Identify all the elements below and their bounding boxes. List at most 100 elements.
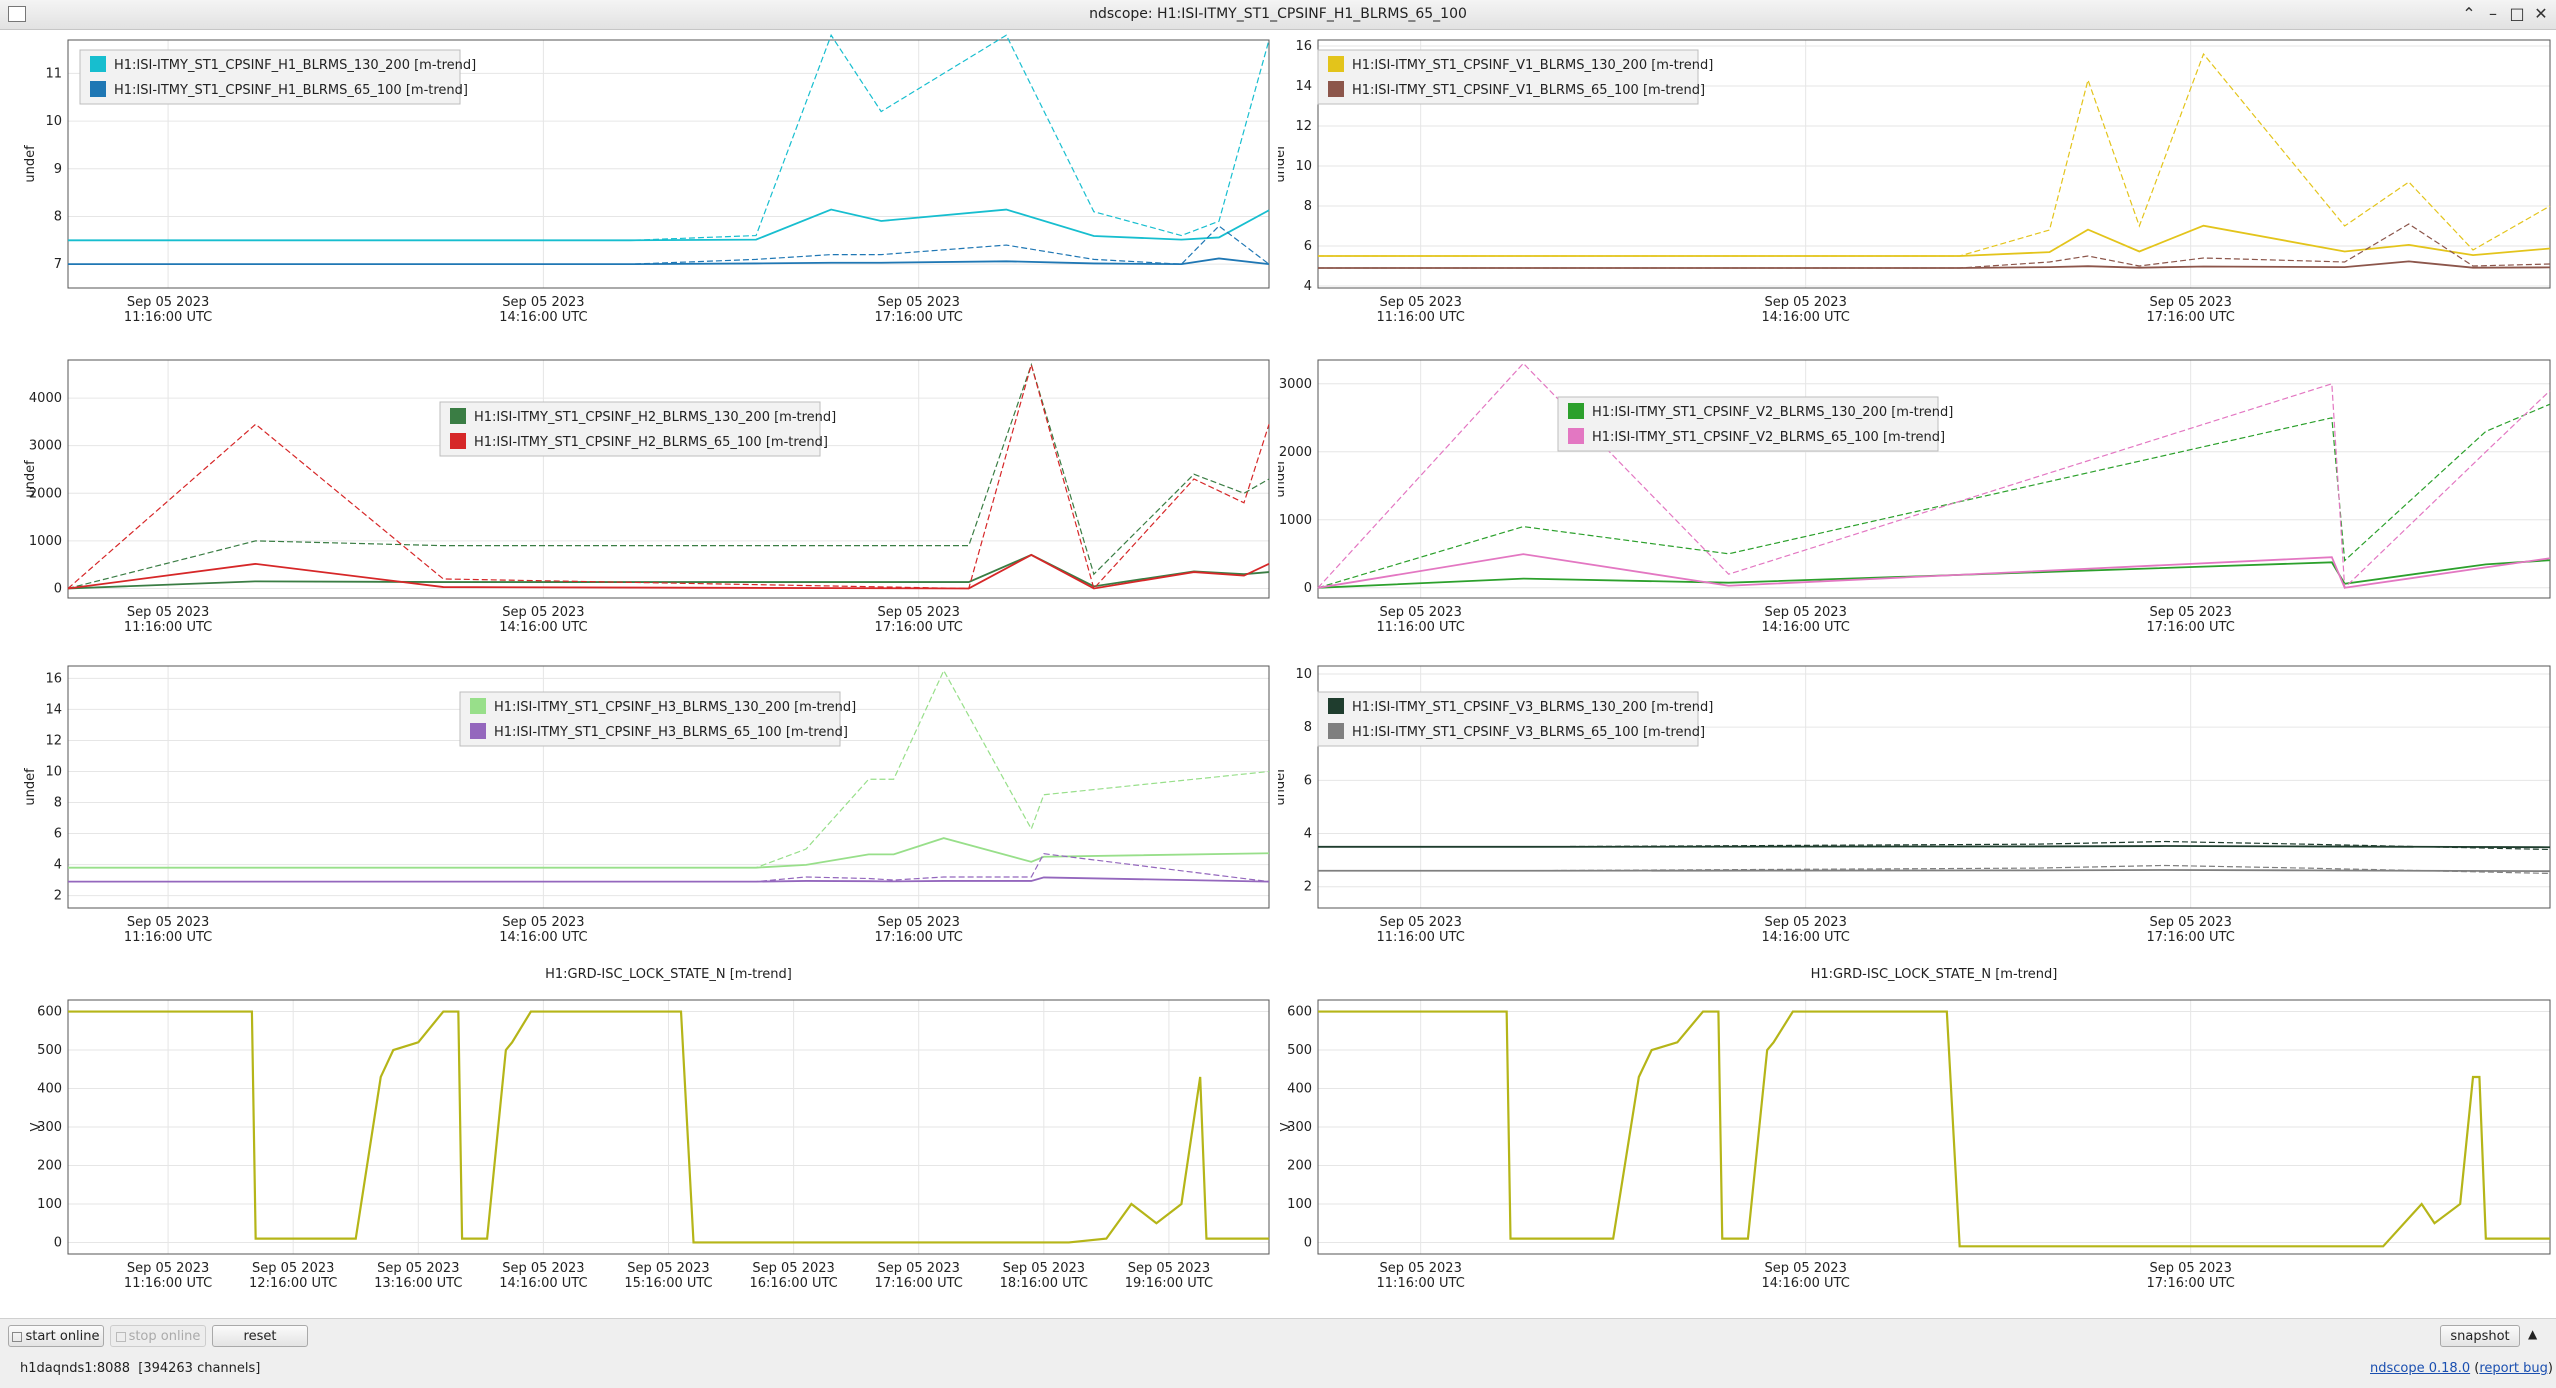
y-tick-label: 4	[1304, 279, 1312, 294]
series-mean-line	[68, 257, 1270, 266]
plot-panel-h3[interactable]: Sep 05 2023 11:16:00 UTC Sep 05 2023 14:16:…	[0, 650, 1275, 960]
plot-frame	[67, 359, 1270, 599]
y-tick-label: 4000	[29, 391, 62, 406]
series-mean-line	[1317, 559, 2551, 589]
plot-frame	[67, 665, 1270, 909]
server-address: h1daqnds1:8088	[20, 1361, 130, 1376]
legend-entry: H1:ISI-ITMY_ST1_CPSINF_V3_BLRMS_65_100 […	[1352, 725, 1705, 740]
y-tick-label: 6	[54, 827, 62, 842]
x-tick-label: Sep 05 2023	[1764, 915, 1846, 930]
y-tick-label: 0	[1304, 1235, 1312, 1250]
minimize-icon[interactable]: –	[2489, 4, 2497, 23]
x-tick-label: Sep 05 2023	[2149, 915, 2231, 930]
x-tick-label: Sep 05 2023	[1764, 295, 1846, 310]
plot-legend: H1:ISI-ITMY_ST1_CPSINF_V3_BLRMS_130_200 …	[1317, 691, 1713, 747]
y-axis-label: undef	[23, 145, 38, 183]
y-tick-label: 300	[37, 1120, 62, 1135]
x-tick-label: 11:16:00 UTC	[124, 1276, 212, 1291]
y-tick-label: 2000	[1279, 445, 1312, 460]
window-title: ndscope: H1:ISI-ITMY_ST1_CPSINF_H1_BLRMS…	[1089, 6, 1467, 22]
legend-entry: H1:ISI-ITMY_ST1_CPSINF_H1_BLRMS_130_200 …	[114, 58, 476, 73]
x-tick-label: Sep 05 2023	[127, 915, 209, 930]
plot-legend: H1:ISI-ITMY_ST1_CPSINF_H1_BLRMS_130_200 …	[79, 49, 476, 105]
series-envelope-line	[68, 33, 1270, 241]
series-mean-line	[1318, 260, 2551, 269]
x-tick-label: Sep 05 2023	[1764, 1261, 1846, 1276]
series-envelope-line	[67, 362, 1270, 590]
x-tick-label: 14:16:00 UTC	[1762, 930, 1850, 945]
stop-online-button[interactable]: stop online	[110, 1325, 206, 1347]
plot-panel-lockL[interactable]: Sep 05 2023 11:16:00 UTC Sep 05 2023 12:16:…	[0, 960, 1275, 1318]
version-info: ndscope 0.18.0 (report bug)	[2370, 1361, 2553, 1376]
legend-entry: H1:ISI-ITMY_ST1_CPSINF_V1_BLRMS_130_200 …	[1352, 58, 1713, 73]
y-tick-label: 11	[45, 66, 62, 81]
legend-swatch	[470, 723, 486, 739]
expand-up-icon[interactable]: ▲	[2528, 1327, 2538, 1341]
plot-frame	[67, 999, 1270, 1255]
x-tick-label: 14:16:00 UTC	[499, 620, 587, 635]
plot-panel-v3[interactable]: Sep 05 2023 11:16:00 UTC Sep 05 2023 14:16:…	[1273, 650, 2556, 960]
y-tick-label: 400	[1287, 1082, 1312, 1097]
series-line	[1318, 1010, 2550, 1248]
report-bug-link[interactable]: report bug	[2479, 1361, 2548, 1376]
x-tick-label: 17:16:00 UTC	[875, 930, 963, 945]
maximize-icon[interactable]: □	[2509, 4, 2525, 23]
legend-box	[1317, 691, 1699, 747]
y-tick-label: 6	[1304, 773, 1312, 788]
plot-panel-v1[interactable]: Sep 05 2023 11:16:00 UTC Sep 05 2023 14:16:…	[1273, 30, 2556, 340]
version-link[interactable]: ndscope 0.18.0	[2370, 1361, 2471, 1376]
series-mean-line	[1318, 869, 2551, 873]
plot-legend: H1:ISI-ITMY_ST1_CPSINF_H2_BLRMS_130_200 …	[439, 401, 836, 457]
legend-swatch	[1328, 56, 1344, 72]
x-tick-label: Sep 05 2023	[127, 1261, 209, 1276]
y-tick-label: 9	[54, 162, 62, 177]
plot-panel-h2[interactable]: Sep 05 2023 11:16:00 UTC Sep 05 2023 14:16:…	[0, 340, 1275, 650]
x-tick-label: Sep 05 2023	[377, 1261, 459, 1276]
y-tick-label: 100	[1287, 1197, 1312, 1212]
reset-button[interactable]: reset	[212, 1325, 308, 1347]
y-tick-label: 600	[1287, 1005, 1312, 1020]
y-tick-label: 1000	[1279, 513, 1312, 528]
y-tick-label: 500	[37, 1043, 62, 1058]
x-tick-label: Sep 05 2023	[502, 295, 584, 310]
y-tick-label: 8	[54, 796, 62, 811]
legend-swatch	[470, 698, 486, 714]
y-tick-label: 12	[45, 733, 62, 748]
legend-swatch	[1568, 403, 1584, 419]
y-tick-label: 8	[54, 209, 62, 224]
x-tick-label: 11:16:00 UTC	[1377, 930, 1465, 945]
plot-panel-h1[interactable]: Sep 05 2023 11:16:00 UTC Sep 05 2023 14:16:…	[0, 30, 1275, 340]
plot-panel-v2[interactable]: Sep 05 2023 11:16:00 UTC Sep 05 2023 14:16:…	[1273, 340, 2556, 650]
chevron-up-icon[interactable]: ⌃	[2462, 4, 2476, 23]
start-online-button[interactable]: start online	[8, 1325, 104, 1347]
x-tick-label: 11:16:00 UTC	[1377, 310, 1465, 325]
y-axis-label: undef	[1278, 145, 1288, 183]
plot-area[interactable]: Sep 05 2023 11:16:00 UTC Sep 05 2023 14:16:…	[0, 30, 2556, 1318]
start-online-checkbox-icon	[12, 1331, 23, 1342]
plot-panel-lockR[interactable]: Sep 05 2023 11:16:00 UTC Sep 05 2023 14:16:…	[1278, 960, 2556, 1318]
y-tick-label: 8	[1304, 199, 1312, 214]
close-icon[interactable]: ✕	[2534, 4, 2548, 23]
y-axis-label: undef	[1278, 460, 1288, 498]
y-tick-label: 16	[1295, 39, 1312, 54]
y-tick-label: 2	[1304, 880, 1312, 895]
x-tick-label: Sep 05 2023	[878, 1261, 960, 1276]
y-axis-label: V	[29, 1122, 44, 1131]
y-tick-label: 10	[1295, 667, 1312, 682]
x-tick-label: Sep 05 2023	[627, 1261, 709, 1276]
series-envelope-line	[1318, 223, 2551, 269]
snapshot-button[interactable]: snapshot	[2440, 1325, 2520, 1347]
y-tick-label: 6	[1304, 239, 1312, 254]
series-mean-line	[1317, 553, 2551, 589]
y-tick-label: 100	[37, 1197, 62, 1212]
legend-entry: H1:ISI-ITMY_ST1_CPSINF_V2_BLRMS_130_200 …	[1592, 405, 1953, 420]
legend-box	[1557, 396, 1939, 452]
